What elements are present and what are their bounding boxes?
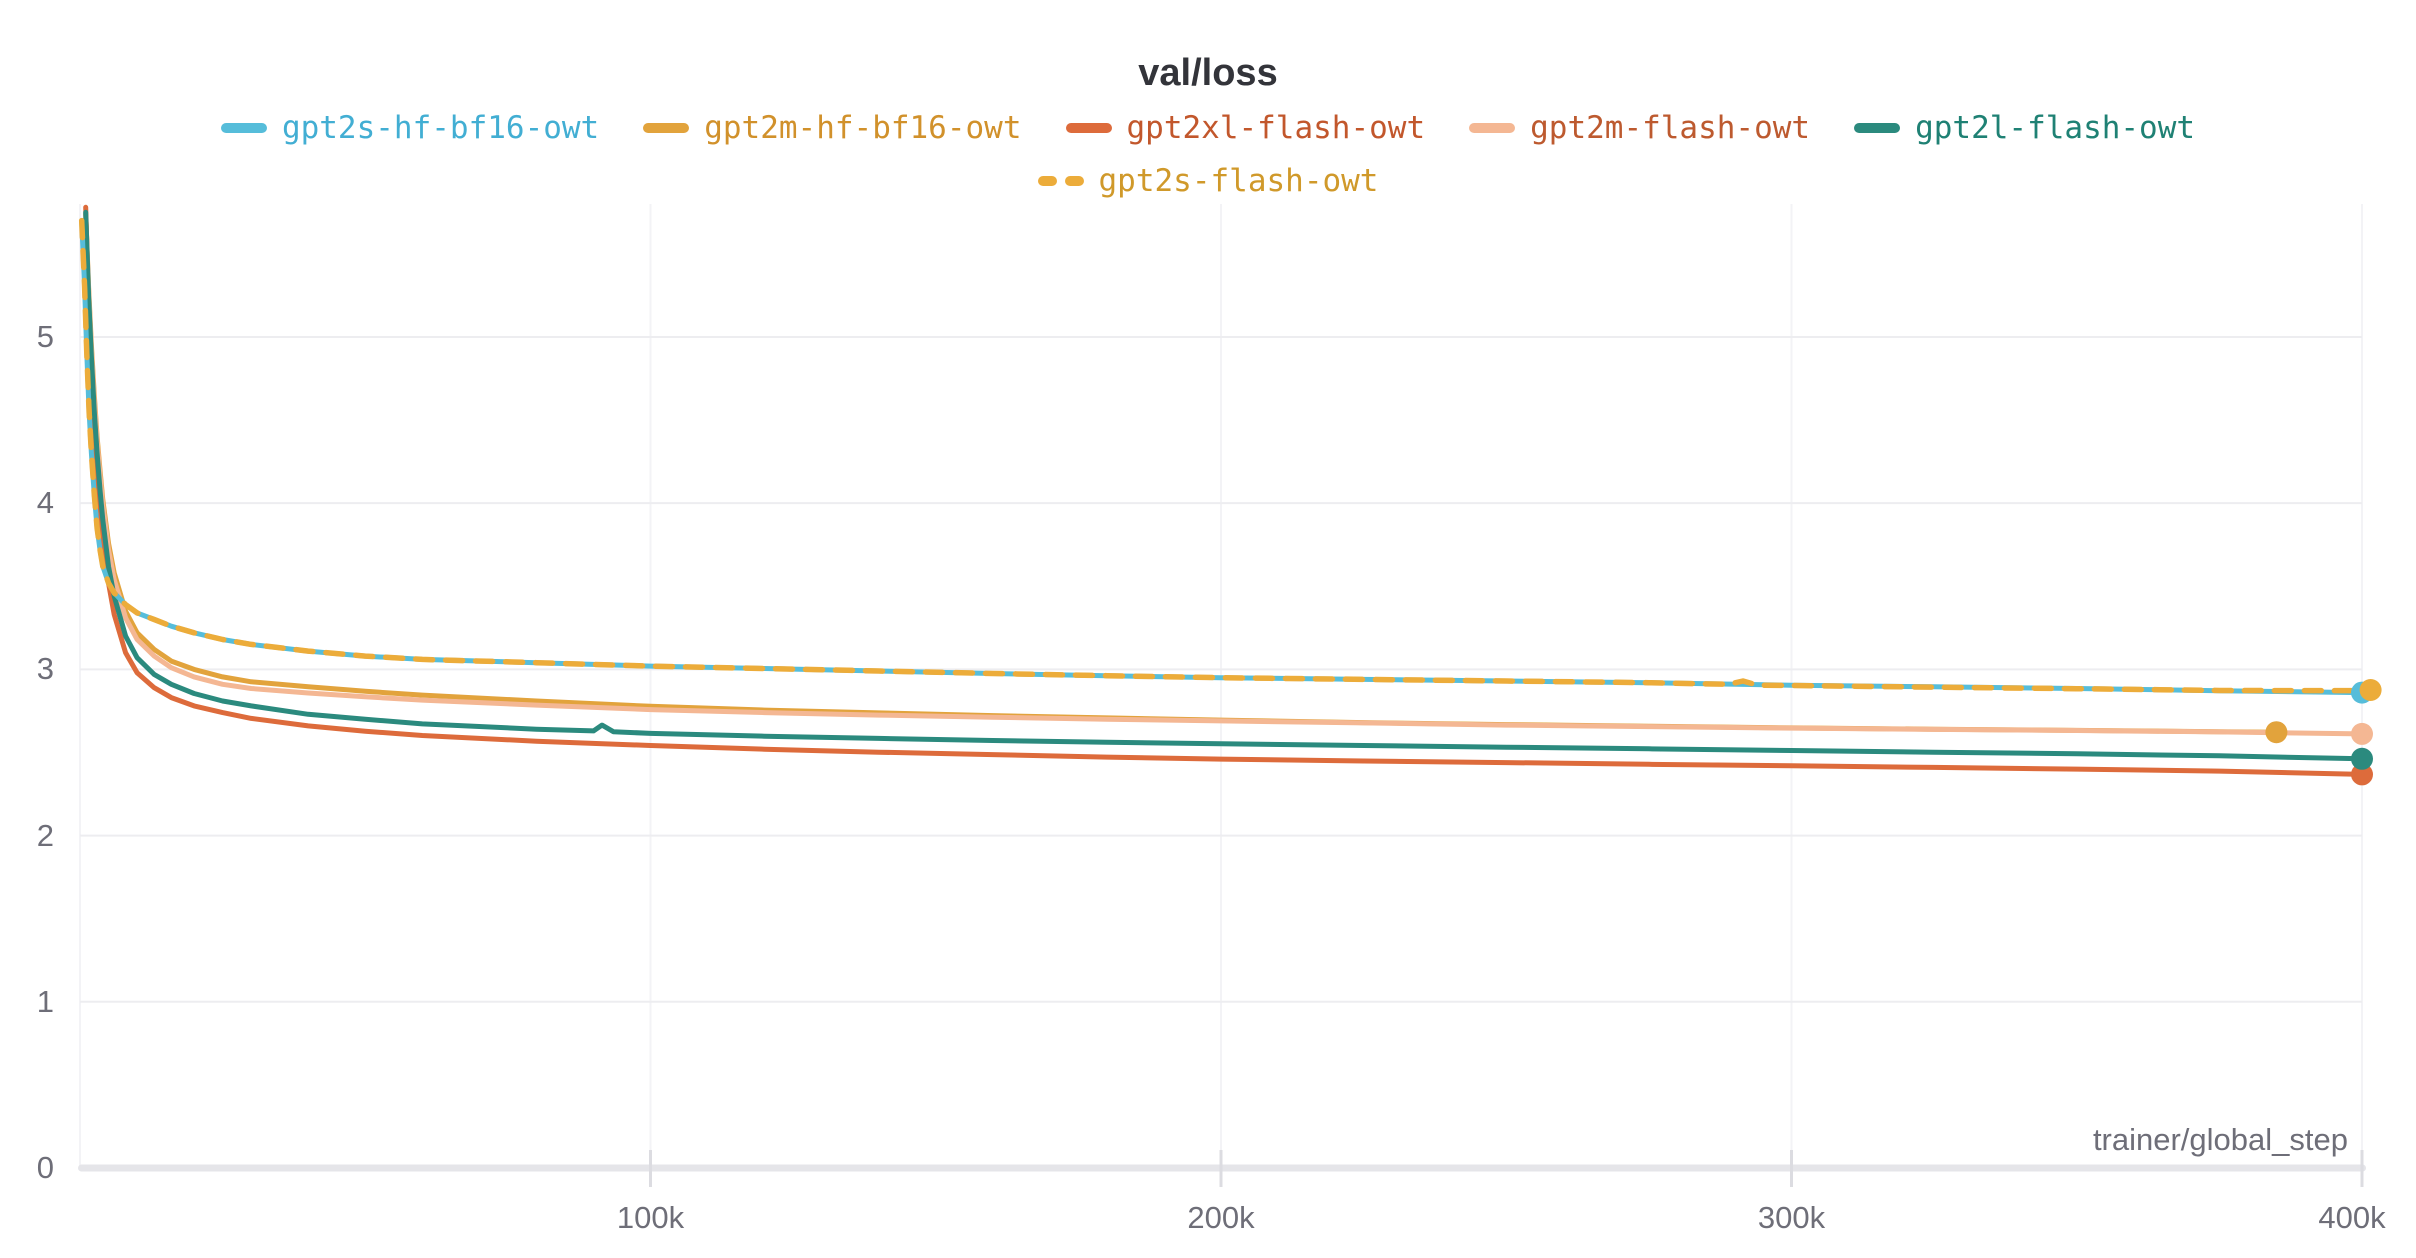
legend-item-gpt2s-hf-bf16-owt[interactable]: gpt2s-hf-bf16-owt [220, 108, 600, 148]
legend-label: gpt2s-flash-owt [1098, 163, 1379, 199]
legend-swatch-solid [1065, 123, 1112, 133]
legend-label: gpt2m-flash-owt [1530, 110, 1811, 146]
legend-swatch-solid [220, 123, 267, 133]
legend-item-gpt2s-flash-owt[interactable]: gpt2s-flash-owt [1037, 161, 1379, 201]
y-tick-label-0: 0 [36, 1150, 54, 1185]
end-dot-gpt2s-flash-owt[interactable] [2359, 679, 2382, 701]
series-end-dots [2265, 679, 2382, 786]
legend-swatch-dashed [1037, 176, 1084, 186]
legend-item-gpt2xl-flash-owt[interactable]: gpt2xl-flash-owt [1065, 108, 1426, 148]
y-tick-label-3: 3 [36, 651, 54, 687]
legend-item-gpt2l-flash-owt[interactable]: gpt2l-flash-owt [1854, 108, 2195, 148]
chart-title: val/loss [1138, 52, 1278, 94]
legend-item-gpt2m-flash-owt[interactable]: gpt2m-flash-owt [1469, 108, 1810, 148]
x-tick-label-400k: 400k [2318, 1200, 2386, 1235]
legend-swatch-solid [1469, 123, 1516, 133]
end-dot-gpt2m-hf-bf16-owt[interactable] [2265, 721, 2288, 744]
legend-item-gpt2m-hf-bf16-owt[interactable]: gpt2m-hf-bf16-owt [643, 108, 1022, 148]
x-axis-label: trainer/global_step [2092, 1122, 2348, 1157]
series-line-gpt2m-flash-owt[interactable] [83, 213, 2365, 737]
horizontal-gridlines [80, 335, 2362, 1003]
y-tick-label-2: 2 [36, 817, 54, 853]
legend-label: gpt2s-hf-bf16-owt [281, 110, 600, 146]
legend-swatch-solid [1854, 123, 1901, 133]
legend-row: gpt2s-hf-bf16-owt gpt2m-hf-bf16-owt gpt2xl… [220, 108, 2195, 148]
y-tick-label-4: 4 [36, 485, 54, 521]
end-dot-gpt2l-flash-owt[interactable] [2351, 747, 2373, 770]
legend-label: gpt2m-hf-bf16-owt [704, 110, 1022, 146]
legend-swatch-solid [643, 123, 690, 133]
y-tick-label-1: 1 [36, 983, 54, 1019]
legend-label: gpt2l-flash-owt [1915, 110, 2196, 146]
series-lines [78, 204, 2365, 777]
end-dot-gpt2xl-flash-owt[interactable] [2351, 763, 2373, 786]
legend-label: gpt2xl-flash-owt [1126, 110, 1426, 146]
y-tick-label-5: 5 [36, 318, 54, 354]
series-line-gpt2l-flash-owt[interactable] [83, 209, 2365, 762]
x-tick-label-300k: 300k [1757, 1200, 1826, 1235]
x-tick-label-100k: 100k [616, 1200, 685, 1235]
x-tick-label-200k: 200k [1187, 1200, 1255, 1235]
legend-row: gpt2s-flash-owt [1037, 161, 1379, 201]
x-axis-ticks [649, 1150, 2364, 1187]
series-line-gpt2m-hf-bf16-owt[interactable] [83, 211, 2279, 735]
chart-legend: gpt2s-hf-bf16-owt gpt2m-hf-bf16-owt gpt2xl… [0, 108, 2416, 201]
series-line-gpt2s-flash-owt[interactable] [78, 217, 2365, 694]
end-dot-gpt2m-flash-owt[interactable] [2351, 722, 2373, 745]
